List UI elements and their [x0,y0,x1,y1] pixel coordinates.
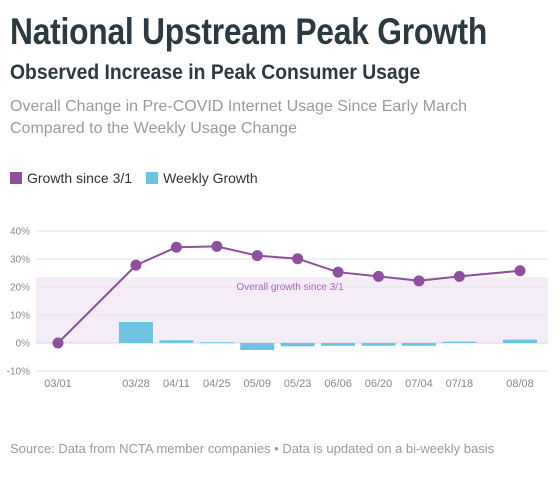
y-tick-label: 0% [16,339,31,350]
x-tick-label: 03/28 [122,378,150,390]
chart: -10% 0% 10% 20% 30% 40% Overall growth since 3… [7,227,548,390]
point-growth-since [292,253,304,265]
page-title: National Upstream Peak Growth [10,11,488,52]
bar-weekly-growth [199,342,234,344]
legend-swatch-weekly-growth [146,172,159,184]
legend-label-growth-since: Growth since 3/1 [27,170,133,186]
point-growth-since [52,337,64,349]
bar-weekly-growth [118,322,153,343]
point-growth-since [514,265,526,277]
bar-weekly-growth [240,343,275,350]
point-growth-since [453,270,465,282]
x-tick-label: 07/04 [405,378,433,390]
bar-weekly-growth [280,343,315,347]
legend-item-growth-since[interactable]: Growth since 3/1 [10,170,132,186]
page-description: Overall Change in Pre-COVID Internet Usa… [10,98,468,137]
point-growth-since [130,259,142,271]
legend-item-weekly-growth[interactable]: Weekly Growth [146,170,258,186]
bar-weekly-growth [321,343,356,346]
x-tick-label: 07/18 [446,378,474,390]
annotation-label: Overall growth since 3/1 [236,282,344,293]
point-growth-since [170,241,182,253]
point-growth-since [251,250,263,262]
point-growth-since [373,270,385,282]
y-tick-label: 40% [10,227,30,238]
bar-weekly-growth [159,340,194,343]
x-tick-label: 05/09 [243,378,271,390]
y-tick-label: 30% [10,255,30,266]
x-tick-label: 06/06 [324,378,352,390]
bar-weekly-growth [361,343,396,346]
x-tick-label: 04/25 [203,378,231,390]
source-note: Source: Data from NCTA member companies … [10,441,495,456]
page-subtitle: Observed Increase in Peak Consumer Usage [10,61,421,84]
chart-legend: Growth since 3/1 Weekly Growth [10,170,272,186]
point-growth-since [211,240,223,252]
x-tick-label: 05/23 [284,378,312,390]
y-tick-label: 20% [10,283,30,294]
point-growth-since [332,266,344,278]
point-growth-since [413,275,425,287]
bar-weekly-growth [442,341,477,343]
bar-weekly-growth [401,343,436,346]
x-tick-label: 03/01 [44,378,72,390]
x-tick-label: 08/08 [506,378,534,390]
x-tick-label: 04/11 [163,378,190,390]
legend-label-weekly-growth: Weekly Growth [163,170,258,186]
bar-weekly-growth [503,339,537,343]
y-tick-label: 10% [10,311,30,322]
x-tick-label: 06/20 [365,378,393,390]
y-tick-label: -10% [7,367,30,378]
legend-swatch-growth-since [10,172,22,184]
